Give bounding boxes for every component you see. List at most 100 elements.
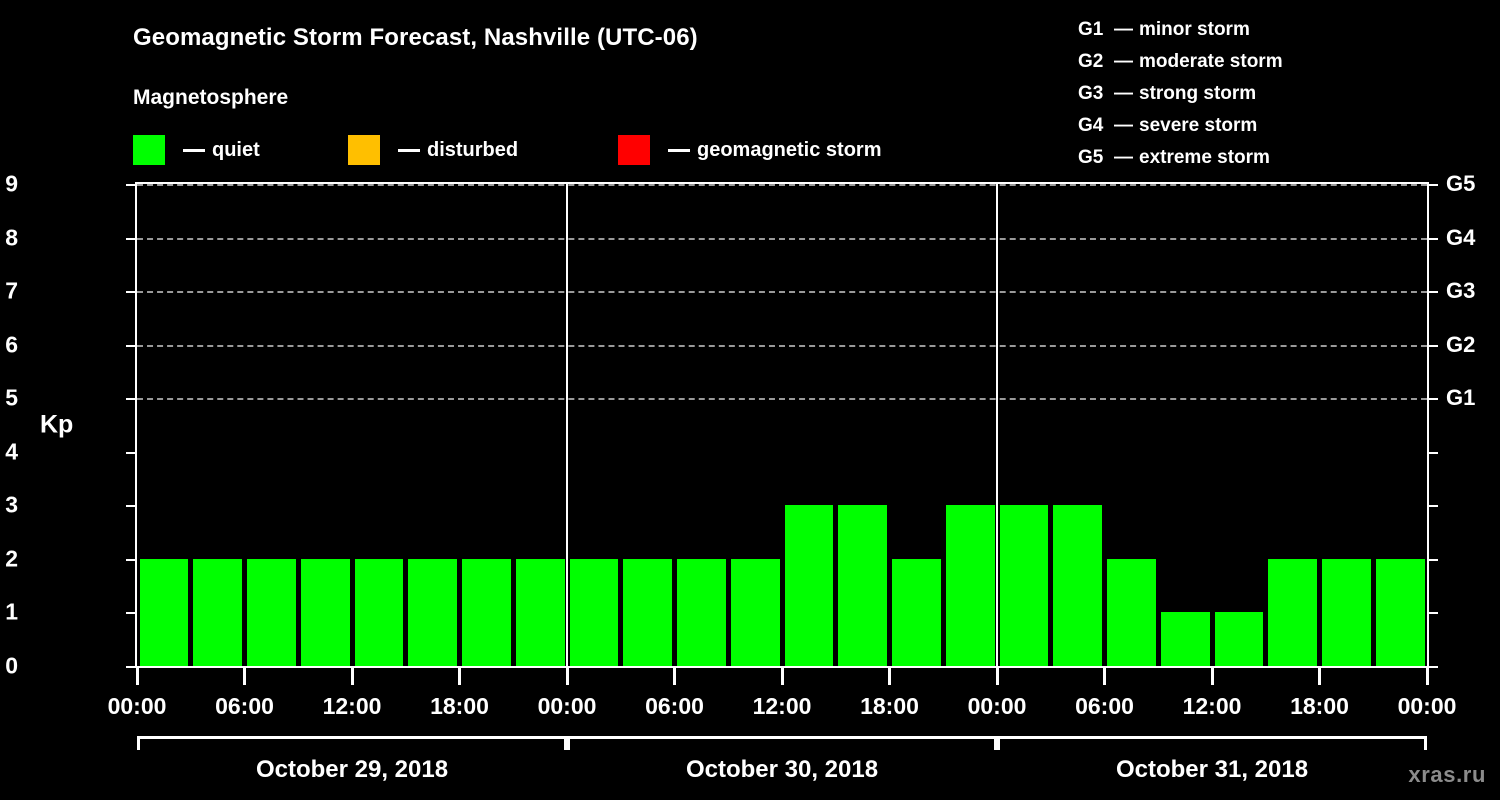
bar: [139, 558, 189, 666]
y-axis-label: Kp: [40, 410, 74, 439]
y-tick-mark-6: [126, 344, 135, 347]
g-legend-description: moderate storm: [1139, 51, 1283, 72]
y-tick-mark-7: [126, 291, 135, 294]
legend-dash-icon: [398, 148, 420, 152]
g-legend-description: extreme storm: [1139, 147, 1270, 168]
x-tick-label: 00:00: [107, 693, 167, 719]
y-tick-label-1: 1: [5, 598, 18, 625]
bar: [408, 558, 457, 666]
legend-label: quiet: [212, 138, 260, 161]
y-tick-mark-1: [126, 612, 135, 615]
gridline-kp-6: [137, 344, 1427, 347]
chart-subtitle: Magnetosphere: [133, 86, 289, 109]
day-separator: [996, 184, 998, 666]
g-legend-separator: —: [1114, 19, 1133, 40]
x-tick-mark: [243, 668, 246, 685]
bar: [892, 558, 941, 666]
bar: [1322, 558, 1371, 666]
y-tick-label-9: 9: [5, 170, 18, 197]
right-tick-mark-0: [1429, 666, 1438, 668]
g-legend-code: G5: [1078, 147, 1104, 168]
x-tick-mark: [1103, 668, 1106, 685]
bar: [247, 558, 296, 666]
x-tick-label: 18:00: [1290, 693, 1349, 719]
x-tick-mark: [888, 668, 891, 685]
day-separator: [566, 184, 568, 666]
bar: [730, 558, 780, 666]
x-tick-mark: [350, 668, 354, 685]
right-tick-mark-6: [1429, 344, 1438, 347]
g-legend-code: G1: [1078, 19, 1104, 40]
bar: [784, 505, 834, 666]
y-tick-mark-8: [126, 237, 135, 240]
g-legend-separator: —: [1114, 51, 1133, 72]
x-tick-mark: [458, 668, 461, 685]
y-tick-label-5: 5: [5, 384, 18, 411]
right-tick-mark-2: [1429, 558, 1438, 561]
bar: [462, 558, 511, 666]
y-tick-mark-2: [126, 558, 135, 561]
bar: [569, 558, 619, 666]
bar: [515, 558, 565, 666]
bar: [623, 558, 672, 666]
right-tick-mark-4: [1429, 451, 1438, 454]
g-legend-row-g5: G5 — extreme storm: [1078, 142, 1283, 174]
legend-swatch-disturbed: [348, 135, 380, 165]
x-tick-label: 18:00: [430, 693, 489, 719]
right-tick-mark-8: [1429, 237, 1438, 240]
g-legend-code: G3: [1078, 83, 1104, 104]
x-tick-label: 12:00: [1182, 693, 1242, 719]
y-tick-mark-3: [126, 505, 135, 508]
g-legend-code: G2: [1078, 51, 1104, 72]
g-scale-legend: G1 — minor storm G2 — moderate storm G3 — strong…: [1078, 14, 1283, 174]
x-tick-mark: [1318, 668, 1321, 685]
y-tick-mark-9: [126, 184, 135, 186]
bar: [1268, 558, 1317, 666]
g-tick-label-g1: G1: [1446, 385, 1476, 411]
right-tick-mark-1: [1429, 612, 1438, 615]
g-tick-label-g4: G4: [1446, 224, 1476, 250]
g-legend-description: minor storm: [1139, 19, 1250, 40]
x-tick-mark: [673, 668, 676, 685]
bar: [1160, 612, 1210, 666]
g-tick-label-g3: G3: [1446, 278, 1476, 304]
x-tick-mark: [995, 668, 999, 685]
legend-entry-disturbed: disturbed: [348, 133, 518, 167]
g-tick-label-g2: G2: [1446, 331, 1476, 357]
bar: [354, 558, 404, 666]
date-label: October 30, 2018: [685, 756, 879, 783]
plot-area: [135, 182, 1429, 668]
gridline-kp-5: [137, 398, 1427, 401]
gridline-kp-9: [137, 184, 1427, 186]
x-tick-label: 18:00: [860, 693, 919, 719]
legend-dash-icon: [183, 148, 205, 152]
watermark: xras.ru: [1408, 762, 1486, 787]
g-legend-separator: —: [1114, 83, 1133, 104]
x-tick-label: 06:00: [645, 693, 704, 719]
legend-entry-quiet: quiet: [133, 133, 260, 167]
bar: [1053, 505, 1102, 666]
bar: [1375, 558, 1425, 666]
plot-inner: [137, 184, 1427, 666]
y-tick-mark-4: [126, 451, 135, 454]
x-tick-mark: [780, 668, 784, 685]
bar: [1214, 612, 1264, 666]
y-tick-label-8: 8: [5, 224, 18, 251]
y-tick-label-6: 6: [5, 331, 18, 358]
y-tick-label-3: 3: [5, 491, 18, 518]
x-tick-mark: [135, 668, 139, 685]
page-title: Geomagnetic Storm Forecast, Nashville (U…: [133, 24, 698, 51]
g-legend-row-g3: G3 — strong storm: [1078, 78, 1283, 110]
g-legend-description: severe storm: [1139, 115, 1258, 136]
bar: [838, 505, 887, 666]
y-tick-label-2: 2: [5, 545, 18, 572]
date-label: October 31, 2018: [1115, 756, 1309, 783]
legend-swatch-geomagnetic-storm: [618, 135, 650, 165]
g-legend-code: G4: [1078, 115, 1104, 136]
g-legend-row-g1: G1 — minor storm: [1078, 14, 1283, 46]
x-tick-label: 00:00: [1397, 693, 1457, 719]
y-tick-label-0: 0: [5, 652, 18, 679]
legend-swatch-quiet: [133, 135, 165, 165]
y-tick-label-7: 7: [5, 277, 18, 304]
